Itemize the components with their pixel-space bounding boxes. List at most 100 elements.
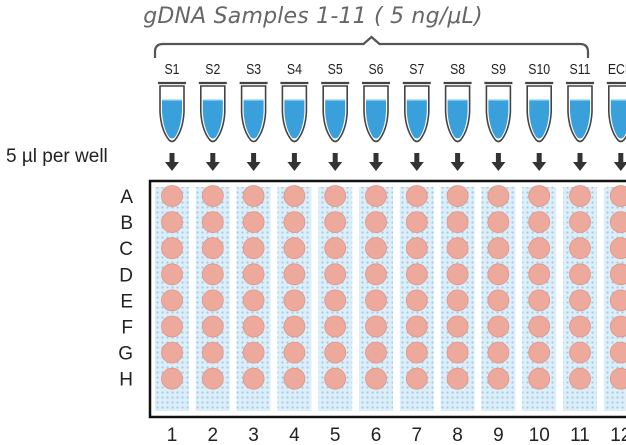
tube-s2: S2 — [198, 61, 227, 143]
plate-column-2 — [195, 185, 230, 411]
well-A6 — [365, 185, 387, 207]
plate-column-1 — [155, 185, 189, 411]
well-G10 — [528, 341, 551, 364]
well-B5 — [324, 211, 347, 234]
well-E12 — [609, 289, 626, 312]
dispense-arrow — [165, 153, 179, 171]
tube-liquid — [406, 100, 427, 139]
well-C4 — [283, 237, 306, 260]
column-labels: 123456789101112 — [167, 425, 626, 445]
well-H9 — [487, 367, 510, 390]
plate-column-10 — [522, 185, 557, 411]
well-G7 — [405, 341, 428, 364]
well-B7 — [405, 211, 428, 234]
column-label-11: 11 — [570, 425, 590, 445]
well-D7 — [405, 263, 428, 286]
row-label-B: B — [120, 213, 133, 234]
well-F10 — [528, 315, 551, 338]
tube-label: S4 — [287, 61, 302, 77]
well-F3 — [242, 315, 265, 338]
tube-ecd: ECD — [606, 61, 626, 143]
row-label-A: A — [120, 187, 133, 208]
tube-liquid — [570, 100, 590, 139]
samples-bracket — [153, 35, 590, 58]
tube-s7: S7 — [402, 61, 431, 143]
tube-liquid — [325, 100, 346, 139]
well-F1 — [161, 315, 183, 338]
row-label-E: E — [120, 291, 133, 312]
column-label-10: 10 — [529, 425, 550, 445]
well-E8 — [446, 289, 469, 312]
well-B2 — [201, 211, 224, 234]
tube-s11: S11 — [566, 61, 594, 143]
well-D3 — [242, 263, 265, 286]
well-A2 — [201, 185, 224, 207]
tube-liquid — [366, 100, 386, 139]
well-B9 — [487, 211, 510, 234]
well-C12 — [609, 237, 626, 260]
well-E4 — [283, 289, 306, 312]
well-B4 — [283, 211, 306, 234]
plate-column-3 — [236, 185, 271, 411]
dispense-arrow — [491, 153, 506, 171]
well-B6 — [365, 211, 387, 234]
well-E10 — [528, 289, 551, 312]
plate-column-12 — [603, 185, 626, 411]
well-G11 — [569, 341, 591, 364]
tube-liquid — [243, 100, 264, 139]
tube-label: S6 — [368, 61, 383, 77]
column-label-12: 12 — [610, 425, 626, 445]
tube-liquid — [488, 100, 509, 139]
well-D9 — [487, 263, 510, 286]
well-G1 — [161, 341, 183, 364]
well-D8 — [446, 263, 469, 286]
well-G5 — [324, 341, 347, 364]
dispense-arrow — [450, 153, 465, 171]
well-C10 — [528, 237, 551, 260]
tube-liquid — [284, 100, 305, 139]
diagram-title: gDNA Samples 1-11 ( 5 ng/μL) — [143, 4, 483, 29]
well-A5 — [324, 185, 347, 207]
dispense-arrow — [369, 153, 383, 171]
well-H5 — [324, 367, 347, 390]
column-label-9: 9 — [493, 425, 504, 445]
well-G9 — [487, 341, 510, 364]
well-B3 — [242, 211, 265, 234]
tube-s9: S9 — [484, 61, 513, 143]
well-B8 — [446, 211, 469, 234]
tube-label: S2 — [205, 61, 220, 77]
well-H4 — [283, 367, 306, 390]
well-D5 — [324, 263, 347, 286]
well-G12 — [609, 341, 626, 364]
column-label-7: 7 — [412, 425, 423, 445]
plate-column-4 — [277, 185, 312, 411]
well-B1 — [161, 211, 183, 234]
well-C9 — [487, 237, 510, 260]
well-D10 — [528, 263, 551, 286]
well-C3 — [242, 237, 265, 260]
well-H2 — [201, 367, 224, 390]
well-D2 — [201, 263, 224, 286]
well-A9 — [487, 185, 510, 207]
well-C8 — [446, 237, 469, 260]
tube-label: S8 — [450, 61, 465, 77]
column-label-6: 6 — [371, 425, 382, 445]
well-G8 — [446, 341, 469, 364]
tube-label: S10 — [528, 61, 550, 77]
dispense-arrow — [287, 153, 302, 171]
well-H3 — [242, 367, 265, 390]
well-H1 — [161, 367, 183, 390]
row-label-D: D — [119, 265, 133, 286]
tube-liquid — [162, 100, 182, 139]
row-label-C: C — [119, 239, 133, 260]
tube-liquid — [447, 100, 468, 139]
well-C11 — [569, 237, 591, 260]
well-F2 — [201, 315, 224, 338]
well-C6 — [365, 237, 387, 260]
tube-liquid — [610, 100, 626, 139]
well-A11 — [569, 185, 591, 207]
well-G3 — [242, 341, 265, 364]
row-label-H: H — [119, 370, 133, 391]
